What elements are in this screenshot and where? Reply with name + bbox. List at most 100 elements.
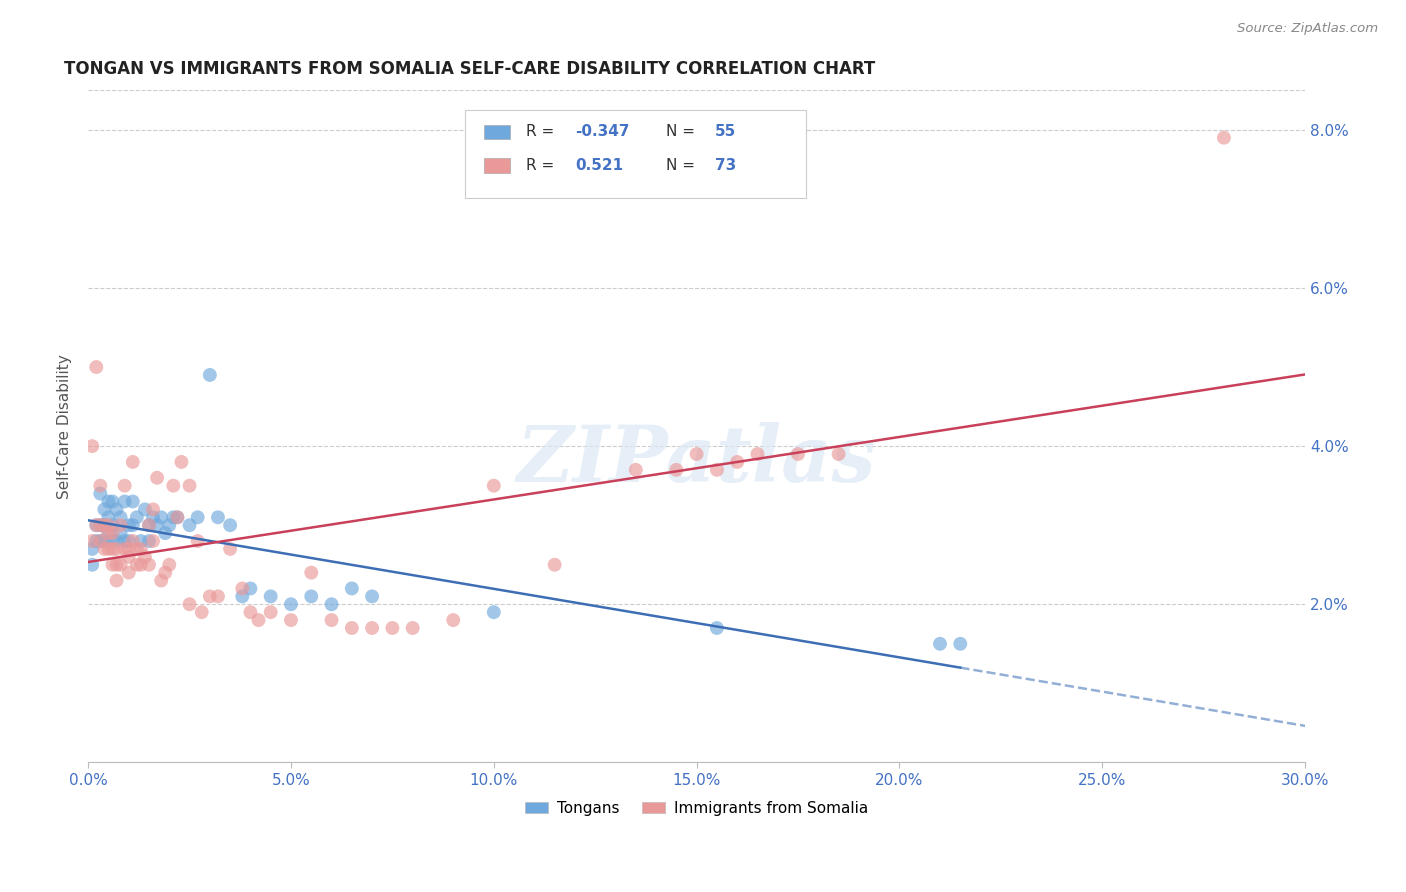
- FancyBboxPatch shape: [484, 125, 510, 139]
- Point: [624, 463, 647, 477]
- Point: [121, 518, 143, 533]
- Point: [138, 558, 160, 572]
- Point: [155, 566, 177, 580]
- Point: [166, 510, 188, 524]
- Point: [93, 502, 115, 516]
- Text: 73: 73: [714, 158, 737, 173]
- Legend: Tongans, Immigrants from Somalia: Tongans, Immigrants from Somalia: [519, 795, 875, 822]
- Text: R =: R =: [526, 158, 564, 173]
- Point: [260, 605, 283, 619]
- Point: [121, 455, 143, 469]
- Point: [93, 518, 115, 533]
- Point: [97, 526, 120, 541]
- Point: [118, 566, 141, 580]
- Point: [82, 534, 104, 549]
- Point: [110, 510, 132, 524]
- Point: [97, 518, 120, 533]
- Point: [827, 447, 849, 461]
- Y-axis label: Self-Care Disability: Self-Care Disability: [58, 354, 72, 499]
- Point: [247, 613, 270, 627]
- Point: [84, 518, 107, 533]
- Point: [89, 518, 111, 533]
- Point: [198, 368, 221, 382]
- Point: [146, 471, 169, 485]
- Point: [543, 558, 565, 572]
- Point: [198, 590, 221, 604]
- Point: [929, 637, 952, 651]
- Point: [110, 558, 132, 572]
- Point: [114, 534, 136, 549]
- Point: [482, 478, 505, 492]
- Point: [97, 494, 120, 508]
- Text: ZIPatlas: ZIPatlas: [517, 422, 876, 499]
- Point: [121, 534, 143, 549]
- Point: [110, 526, 132, 541]
- Point: [84, 518, 107, 533]
- Point: [114, 541, 136, 556]
- Point: [118, 518, 141, 533]
- Point: [89, 518, 111, 533]
- Point: [1213, 130, 1236, 145]
- Point: [207, 510, 229, 524]
- Point: [93, 518, 115, 533]
- Point: [110, 518, 132, 533]
- Point: [280, 597, 302, 611]
- Point: [101, 494, 124, 508]
- Point: [150, 574, 173, 588]
- Point: [97, 510, 120, 524]
- Point: [321, 613, 343, 627]
- Point: [105, 541, 128, 556]
- FancyBboxPatch shape: [484, 158, 510, 173]
- Text: -0.347: -0.347: [575, 125, 630, 139]
- Point: [381, 621, 404, 635]
- Point: [142, 502, 165, 516]
- Point: [361, 590, 384, 604]
- Point: [162, 478, 184, 492]
- Point: [114, 494, 136, 508]
- Point: [138, 518, 160, 533]
- Point: [207, 590, 229, 604]
- Point: [105, 534, 128, 549]
- Point: [170, 455, 193, 469]
- Point: [89, 478, 111, 492]
- Point: [787, 447, 810, 461]
- Point: [157, 518, 180, 533]
- Point: [747, 447, 769, 461]
- Point: [101, 534, 124, 549]
- Point: [105, 574, 128, 588]
- Point: [665, 463, 688, 477]
- Point: [84, 359, 107, 374]
- Point: [138, 518, 160, 533]
- Point: [125, 558, 148, 572]
- Point: [114, 478, 136, 492]
- Point: [125, 541, 148, 556]
- Point: [134, 502, 156, 516]
- Point: [89, 486, 111, 500]
- Point: [89, 534, 111, 549]
- Point: [231, 582, 253, 596]
- Point: [340, 621, 363, 635]
- Point: [949, 637, 972, 651]
- FancyBboxPatch shape: [465, 111, 806, 198]
- Text: 55: 55: [714, 125, 737, 139]
- Point: [157, 558, 180, 572]
- Point: [706, 463, 728, 477]
- Point: [138, 534, 160, 549]
- Point: [155, 526, 177, 541]
- Point: [101, 558, 124, 572]
- Point: [239, 582, 262, 596]
- Point: [239, 605, 262, 619]
- Point: [482, 605, 505, 619]
- Point: [706, 621, 728, 635]
- Point: [82, 541, 104, 556]
- Point: [105, 502, 128, 516]
- Text: N =: N =: [666, 125, 700, 139]
- Point: [101, 541, 124, 556]
- Point: [134, 549, 156, 564]
- Text: 0.521: 0.521: [575, 158, 623, 173]
- Text: N =: N =: [666, 158, 700, 173]
- Point: [166, 510, 188, 524]
- Point: [187, 510, 209, 524]
- Point: [118, 534, 141, 549]
- Point: [142, 534, 165, 549]
